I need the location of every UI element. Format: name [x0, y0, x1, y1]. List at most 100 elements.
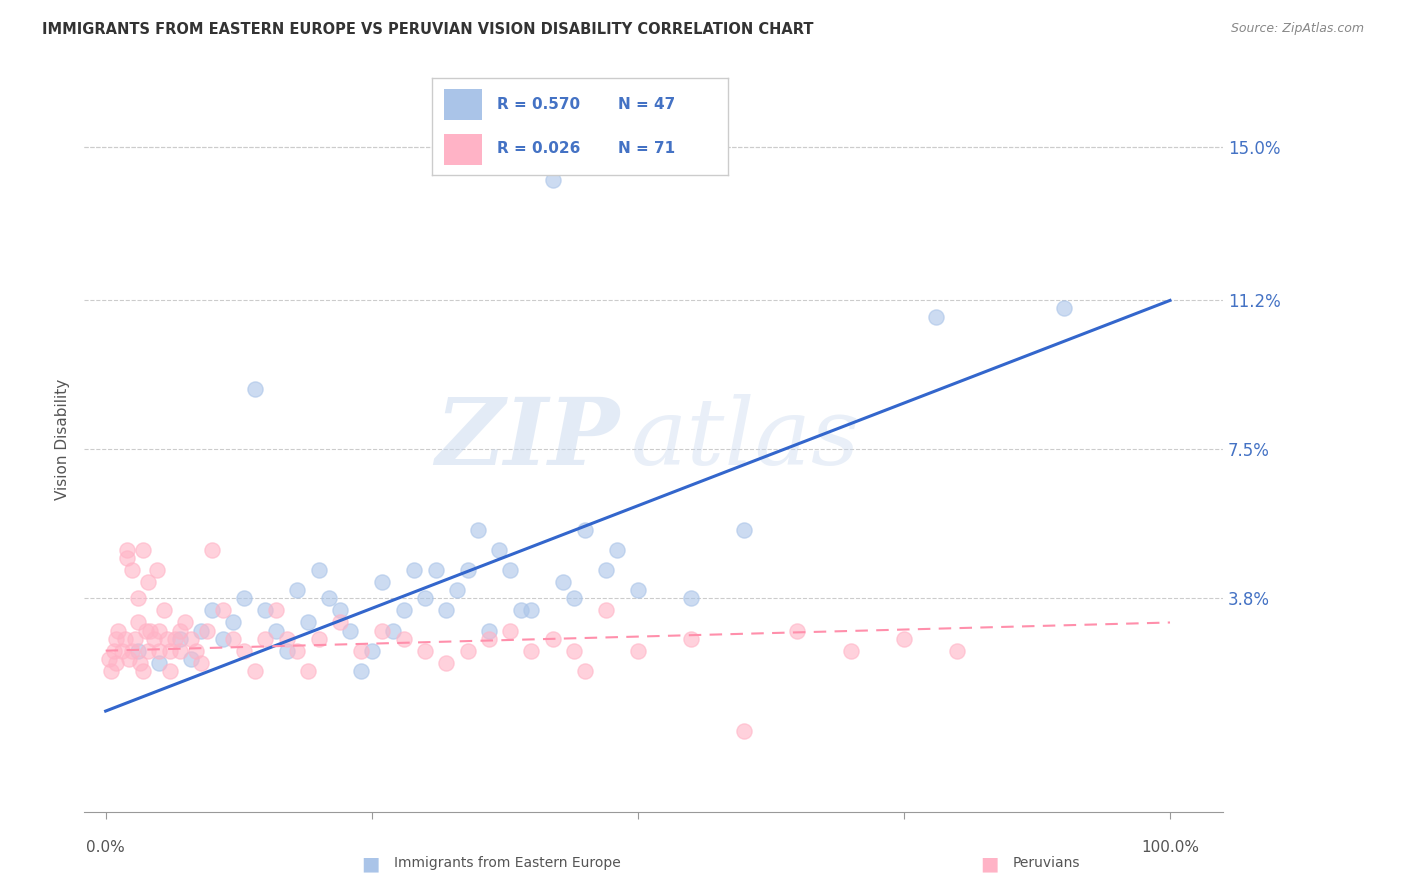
- Point: [499, 563, 522, 577]
- Point: [371, 575, 394, 590]
- Point: [733, 724, 755, 739]
- Point: [562, 591, 585, 606]
- Point: [392, 603, 415, 617]
- Point: [1052, 301, 1074, 316]
- Point: [148, 643, 170, 657]
- Point: [127, 643, 149, 657]
- Point: [136, 575, 159, 590]
- Point: [297, 615, 319, 630]
- Point: [285, 643, 308, 657]
- Point: [627, 643, 650, 657]
- Point: [114, 632, 136, 646]
- Point: [297, 664, 319, 678]
- Point: [434, 656, 457, 670]
- Point: [382, 624, 405, 638]
- Point: [595, 603, 617, 617]
- Point: [574, 523, 596, 537]
- Point: [105, 632, 128, 646]
- Point: [627, 583, 650, 598]
- Point: [541, 632, 564, 646]
- Point: [233, 591, 256, 606]
- Point: [264, 624, 287, 638]
- Point: [222, 615, 245, 630]
- Point: [308, 632, 330, 646]
- Point: [553, 575, 575, 590]
- Text: Immigrants from Eastern Europe: Immigrants from Eastern Europe: [394, 856, 620, 871]
- Point: [308, 563, 330, 577]
- Point: [457, 563, 479, 577]
- Point: [180, 651, 202, 665]
- Point: [139, 624, 162, 638]
- Text: IMMIGRANTS FROM EASTERN EUROPE VS PERUVIAN VISION DISABILITY CORRELATION CHART: IMMIGRANTS FROM EASTERN EUROPE VS PERUVI…: [42, 22, 814, 37]
- Point: [105, 656, 128, 670]
- Point: [136, 643, 159, 657]
- Point: [467, 523, 489, 537]
- Point: [148, 656, 170, 670]
- Point: [254, 603, 277, 617]
- Point: [169, 632, 191, 646]
- Point: [425, 563, 447, 577]
- Point: [264, 603, 287, 617]
- Point: [562, 643, 585, 657]
- Point: [254, 632, 277, 646]
- Point: [115, 551, 138, 566]
- Point: [520, 603, 543, 617]
- Text: Peruvians: Peruvians: [1012, 856, 1080, 871]
- Point: [946, 643, 969, 657]
- Point: [135, 624, 157, 638]
- Point: [103, 643, 125, 657]
- Point: [159, 643, 181, 657]
- Point: [163, 632, 186, 646]
- Point: [180, 632, 202, 646]
- Point: [184, 643, 207, 657]
- Point: [839, 643, 862, 657]
- Point: [132, 664, 155, 678]
- Point: [127, 591, 149, 606]
- Text: 0.0%: 0.0%: [86, 840, 125, 855]
- Point: [107, 624, 129, 638]
- Point: [541, 172, 564, 186]
- Point: [371, 624, 394, 638]
- Point: [350, 643, 373, 657]
- Point: [925, 310, 948, 324]
- Point: [276, 632, 298, 646]
- Point: [520, 643, 543, 657]
- Point: [243, 382, 266, 396]
- Point: [118, 651, 141, 665]
- Point: [110, 643, 132, 657]
- Text: Source: ZipAtlas.com: Source: ZipAtlas.com: [1230, 22, 1364, 36]
- Point: [350, 664, 373, 678]
- Point: [121, 563, 143, 577]
- Point: [195, 624, 218, 638]
- Point: [142, 632, 165, 646]
- Point: [169, 643, 191, 657]
- Point: [595, 563, 617, 577]
- Point: [148, 624, 170, 638]
- Point: [201, 603, 224, 617]
- Point: [124, 632, 146, 646]
- Point: [174, 615, 197, 630]
- Point: [434, 603, 457, 617]
- Point: [121, 643, 143, 657]
- Point: [285, 583, 308, 598]
- Point: [276, 643, 298, 657]
- Text: 100.0%: 100.0%: [1142, 840, 1199, 855]
- Point: [339, 624, 361, 638]
- Point: [318, 591, 340, 606]
- Point: [574, 664, 596, 678]
- Point: [128, 656, 150, 670]
- Point: [97, 651, 120, 665]
- Point: [153, 603, 176, 617]
- Point: [145, 563, 167, 577]
- Point: [404, 563, 426, 577]
- Text: ZIP: ZIP: [436, 394, 620, 484]
- Point: [115, 543, 138, 558]
- Point: [499, 624, 522, 638]
- Point: [413, 643, 436, 657]
- Point: [478, 632, 501, 646]
- Point: [190, 624, 212, 638]
- Text: atlas: atlas: [631, 394, 860, 484]
- Point: [733, 523, 755, 537]
- Point: [509, 603, 531, 617]
- Point: [893, 632, 915, 646]
